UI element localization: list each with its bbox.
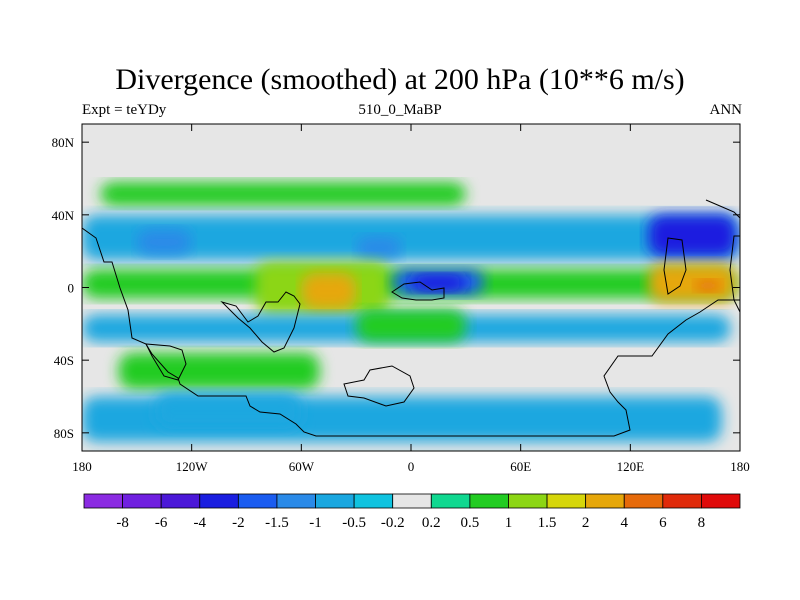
colorbar-swatch [701,493,741,509]
island-coast-line [145,343,187,381]
colorbar-label: -1 [309,515,322,531]
colorbar-label: 4 [620,515,628,531]
field-region [356,309,466,342]
x-tick-label: 180 [730,459,750,474]
island-coast-line [343,365,415,407]
field-region [648,263,737,303]
x-tick-label: 60W [289,459,315,474]
x-tick-label: 0 [408,459,415,474]
plot-title: Divergence (smoothed) at 200 hPa (10**6 … [115,63,685,96]
colorbar-swatch [546,493,587,509]
field-region [648,214,737,257]
colorbar-label: 1.5 [538,515,557,531]
colorbar-swatch [122,493,162,509]
field-region [356,236,402,259]
season-label: ANN [709,102,743,118]
field-region [82,214,740,261]
field-region [118,352,320,390]
colorbar-swatch [199,493,239,509]
colorbar-swatch [469,493,509,509]
field-region [411,274,466,292]
period-label: 510_0_MaBP [358,102,442,118]
colorbar-swatch [662,493,702,509]
colorbar-swatch [623,493,664,509]
colorbar-label: 8 [698,515,706,531]
divergence-field [82,124,740,451]
colorbar-label: 0.5 [461,515,480,531]
continent-coast-line [82,227,740,437]
colorbar-label: 2 [582,515,590,531]
colorbar: -8 -6 -4 -2 -1.5 -1 -0.5 -0.2 0.2 0.5 1 1.5 2 4 6 8 [83,493,741,531]
colorbar-label: -4 [194,515,207,531]
y-tick-label: 0 [68,281,75,296]
island-coast-line [663,237,687,295]
map-axes: 180 120W 60W 0 60E 120E 180 80N 40N 0 40S 80S [52,124,750,474]
colorbar-label: 0.2 [422,515,441,531]
field-region [155,392,302,430]
coastline-outline [82,199,740,437]
x-tick-label: 120E [617,459,645,474]
colorbar-swatch [392,493,432,509]
y-tick-label: 80S [54,426,74,441]
colorbar-swatch [315,493,355,509]
experiment-label: Expt = teYDy [82,102,167,118]
colorbar-label: -1.5 [265,515,289,531]
colorbar-label: -0.2 [381,515,405,531]
island-coast-line [391,281,445,301]
colorbar-swatch [585,493,625,509]
island-coast-line [729,235,740,313]
colorbar-swatch [160,493,201,509]
field-region [100,182,466,206]
x-tick-label: 180 [72,459,92,474]
colorbar-label: -8 [116,515,129,531]
y-tick-label: 40S [54,353,74,368]
colorbar-label: 1 [505,515,513,531]
colorbar-swatch [237,493,278,509]
colorbar-label: -2 [232,515,245,531]
colorbar-swatch [276,493,316,509]
colorbar-swatch [430,493,471,509]
field-region [301,272,357,310]
x-tick-label: 120W [176,459,209,474]
y-tick-label: 80N [52,135,75,150]
colorbar-label: -6 [155,515,168,531]
colorbar-label: -0.5 [342,515,366,531]
island-coast-line [220,291,301,353]
colorbar-swatch [508,493,548,509]
colorbar-swatch [83,493,123,509]
field-region [136,229,192,255]
colorbar-swatch [353,493,394,509]
colorbar-label: 6 [659,515,667,531]
x-tick-label: 60E [510,459,531,474]
field-region [694,280,722,292]
y-tick-label: 40N [52,208,75,223]
